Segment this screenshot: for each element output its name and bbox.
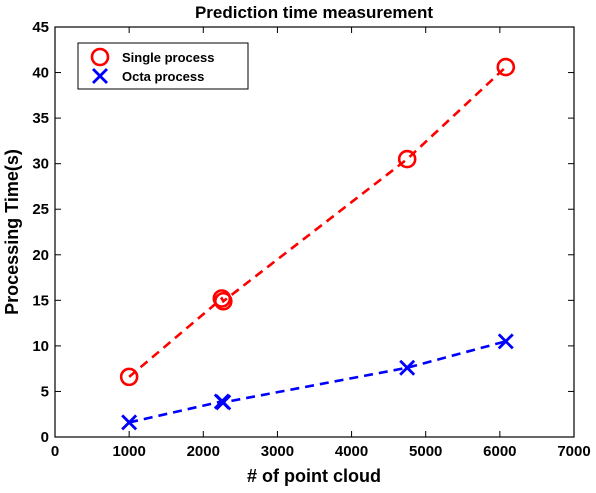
y-tick-label: 35 — [32, 110, 49, 127]
x-tick-label: 0 — [51, 443, 59, 460]
series-line-single-process — [128, 66, 507, 378]
data-point-octa-process — [399, 359, 416, 376]
legend-marker-single-process — [90, 47, 110, 67]
x-tick-label: 1000 — [112, 443, 145, 460]
chart-title: Prediction time measurement — [195, 3, 433, 22]
legend: Single process Octa process — [77, 42, 249, 90]
legend-marker-octa-process-stroke-b — [92, 68, 108, 84]
data-point-octa-process — [497, 333, 514, 350]
y-tick-label: 25 — [32, 201, 49, 218]
y-tick-label: 30 — [32, 156, 49, 173]
data-point-single-process — [214, 291, 233, 311]
data-point-octa-process-stroke-b — [215, 394, 232, 411]
y-tick-label: 40 — [32, 65, 49, 82]
y-tick-label: 0 — [41, 429, 49, 446]
x-tick-label: 5000 — [409, 443, 442, 460]
y-tick-label: 5 — [41, 383, 49, 400]
data-point-octa-process-stroke-b — [497, 333, 514, 350]
data-point-octa-process — [121, 414, 138, 431]
data-point-single-process — [119, 367, 139, 387]
y-tick-label: 45 — [32, 19, 49, 36]
data-point-octa-process-stroke-b — [399, 359, 416, 376]
y-tick-label: 20 — [32, 247, 49, 264]
data-point-octa-process-stroke-b — [121, 414, 138, 431]
plot-area: 0 1000 2000 3000 4000 5000 6000 7000 0 5 10 15 20 25 3… — [32, 19, 590, 460]
x-tick-label: 2000 — [187, 443, 220, 460]
data-point-octa-process — [215, 394, 232, 411]
data-point-single-process — [397, 149, 417, 169]
x-tick-label: 3000 — [261, 443, 294, 460]
plot-frame — [54, 26, 575, 438]
data-point-single-process — [496, 57, 516, 77]
y-axis-label: Processing Time(s) — [2, 149, 22, 315]
x-tick-label: 7000 — [557, 443, 590, 460]
legend-marker-octa-process — [92, 68, 108, 84]
y-tick-label: 10 — [32, 338, 49, 355]
x-tick-label: 6000 — [483, 443, 516, 460]
legend-label-single-process: Single process — [122, 50, 214, 65]
legend-label-octa-process: Octa process — [122, 69, 204, 84]
y-tick-label: 15 — [32, 292, 49, 309]
x-tick-label: 4000 — [335, 443, 368, 460]
x-axis-label: # of point cloud — [247, 466, 381, 486]
